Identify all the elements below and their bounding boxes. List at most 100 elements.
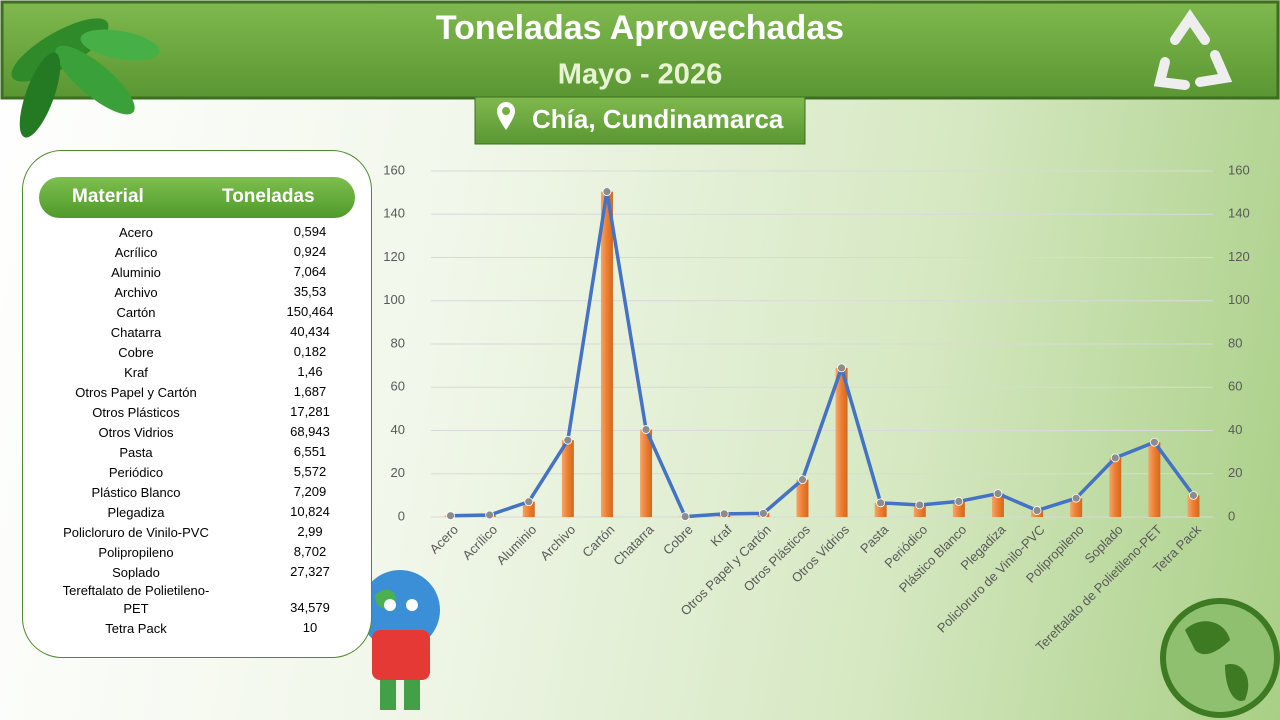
bar <box>952 501 965 517</box>
pin-icon <box>497 102 515 130</box>
tonnage-cell: 6,551 <box>293 444 327 459</box>
title: Toneladas Aprovechadas <box>436 9 844 47</box>
line-marker <box>641 425 651 434</box>
material-cell: Kraf <box>23 362 249 382</box>
line-marker <box>602 187 612 197</box>
line-marker <box>563 435 573 445</box>
table-row: Policloruro de Vinilo-PVC 2,99 <box>23 522 371 542</box>
material-cell: Tetra Pack <box>23 618 249 638</box>
x-tick-label: Plástico Blanco <box>896 522 969 595</box>
bar <box>1148 442 1161 517</box>
subtitle: Mayo - 2026 <box>558 59 722 91</box>
material-cell: Otros Plásticos <box>23 402 249 422</box>
y-tick-label: 80 <box>391 335 405 350</box>
line-marker <box>876 498 886 508</box>
y2-tick-label: 160 <box>1228 162 1250 177</box>
material-name: Otros Plásticos <box>92 405 180 420</box>
x-tick-label: Aluminio <box>493 522 539 568</box>
table-row: Plegadiza 10,824 <box>23 502 371 522</box>
tonnage-cell: 1,687 <box>293 384 327 399</box>
line-marker <box>1032 506 1042 515</box>
material-name: Kraf <box>124 365 148 380</box>
x-tick-label: Kraf <box>707 522 735 550</box>
line-marker <box>446 511 455 521</box>
material-name: Acero <box>119 225 153 240</box>
y2-tick-label: 120 <box>1228 249 1250 264</box>
tonnage-cell: 27,327 <box>290 564 330 579</box>
table-row: Cobre 0,182 <box>23 342 371 362</box>
y2-tick-label: 40 <box>1228 422 1242 437</box>
tonnage-cell: 7,064 <box>293 264 327 279</box>
material-cell: Plástico Blanco <box>23 482 249 502</box>
material-cell: Periódico <box>23 462 249 482</box>
y-tick-label: 20 <box>391 465 405 480</box>
table-row: Aluminio 7,064 <box>23 262 371 282</box>
material-cell: Soplado <box>23 562 249 582</box>
header-band <box>0 0 1280 100</box>
bar <box>796 479 809 517</box>
y2-tick-label: 140 <box>1228 206 1250 221</box>
table-row: Polipropileno 8,702 <box>23 542 371 562</box>
material-name: Policloruro de Vinilo-PVC <box>63 525 209 540</box>
y-tick-label: 40 <box>391 422 405 437</box>
tonnage-cell: 150,464 <box>286 304 334 319</box>
globe <box>1160 598 1280 718</box>
material-cell: Tereftalato de Polietileno-PET <box>23 582 249 618</box>
material-name: Aluminio <box>111 265 161 280</box>
material-cell: Pasta <box>23 442 249 462</box>
y2-tick-label: 20 <box>1228 465 1242 480</box>
material-name: Otros Vidrios <box>98 425 174 440</box>
line-marker <box>1149 437 1159 447</box>
line-marker <box>719 509 729 519</box>
bar <box>1109 457 1122 517</box>
y-tick-label: 0 <box>398 508 405 523</box>
tonnage-cell: 0,924 <box>293 244 327 259</box>
table-row: Acrílico 0,924 <box>23 242 371 262</box>
material-name: Tetra Pack <box>105 621 167 636</box>
line-marker <box>1110 453 1120 463</box>
material-name: Pasta <box>119 445 153 460</box>
line-marker <box>954 497 964 506</box>
bar <box>561 440 574 517</box>
y2-tick-label: 0 <box>1228 508 1235 523</box>
table-body: Acero 0,594 Acrílico 0,924 Aluminio 7,064 Arch… <box>23 222 371 638</box>
x-tick-label: Cartón <box>579 522 617 560</box>
bar <box>600 191 613 518</box>
line-marker <box>1071 493 1081 503</box>
table-row: Otros Plásticos 17,281 <box>23 402 371 422</box>
material-cell: Polipropileno <box>23 542 249 562</box>
material-name: Otros Papel y Cartón <box>75 385 197 400</box>
bar <box>991 493 1004 517</box>
column-header: Toneladas <box>222 186 315 207</box>
bar <box>874 502 887 517</box>
y2-tick-label: 100 <box>1228 292 1250 307</box>
material-name: Chatarra <box>110 325 162 340</box>
x-tick-label: Cobre <box>660 522 696 558</box>
table-row: Soplado 27,327 <box>23 562 371 582</box>
table-row: Kraf 1,46 <box>23 362 371 382</box>
y-tick-label: 140 <box>383 206 405 221</box>
line-marker <box>837 363 846 373</box>
tonnage-cell: 68,943 <box>290 424 330 439</box>
bar <box>640 429 653 517</box>
line-marker <box>524 497 534 507</box>
line-marker <box>993 489 1003 498</box>
material-cell: Cobre <box>23 342 249 362</box>
table-row: Chatarra 40,434 <box>23 322 371 342</box>
table-row: Pasta 6,551 <box>23 442 371 462</box>
line-marker <box>798 475 807 485</box>
leaves <box>11 18 160 138</box>
material-name: Plegadiza <box>107 505 165 520</box>
line-marker <box>1189 490 1198 500</box>
x-tick-label: Pasta <box>857 521 892 556</box>
tonnage-cell: 10,824 <box>290 504 330 519</box>
material-cell: Policloruro de Vinilo-PVC <box>23 522 249 542</box>
material-cell: Archivo <box>23 282 249 302</box>
table-row: Archivo 35,53 <box>23 282 371 302</box>
material-cell: Cartón <box>23 302 249 322</box>
column-header: Material <box>72 186 144 207</box>
bar <box>1187 495 1200 517</box>
x-tick-label: Acero <box>426 522 461 557</box>
y2-tick-label: 60 <box>1228 379 1242 394</box>
